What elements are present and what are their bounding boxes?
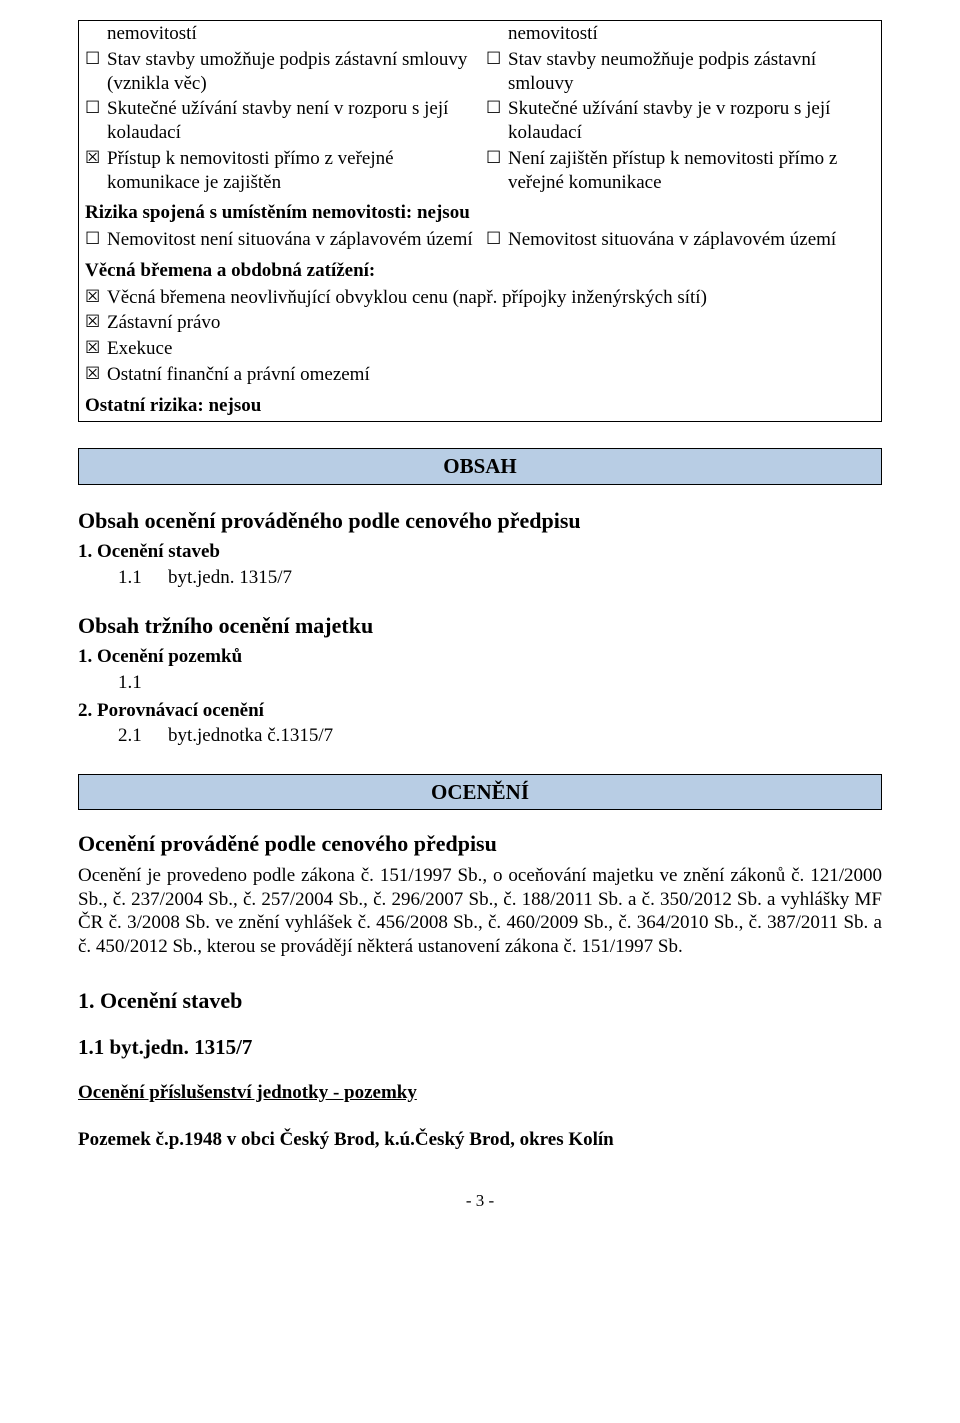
checkbox-empty-icon: ☐: [85, 97, 107, 120]
section-header: Věcná břemena a obdobná zatížení:: [79, 257, 881, 285]
text: Nemovitost není situována v záplavovém ú…: [107, 228, 474, 252]
toc-item-number: 1.1: [118, 566, 168, 590]
toc-item: 1.1byt.jedn. 1315/7: [78, 566, 882, 590]
heading-prislusenstvi: Ocenění příslušenství jednotky - pozemky: [78, 1081, 882, 1105]
text: nemovitostí: [508, 22, 875, 46]
text: nemovitostí: [107, 22, 474, 46]
table-row: ☒Věcná břemena neovlivňující obvyklou ce…: [79, 285, 881, 392]
toc-item-label: byt.jedn. 1315/7: [168, 567, 292, 588]
checkbox-empty-icon: ☐: [486, 228, 508, 251]
text: Skutečné užívání stavby není v rozporu s…: [107, 97, 474, 145]
text: Skutečné užívání stavby je v rozporu s j…: [508, 97, 875, 145]
checkbox-checked-icon: ☒: [85, 286, 107, 309]
toc-subheading: 1. Ocenění staveb: [78, 540, 882, 564]
cell-left: nemovitostí ☐Stav stavby umožňuje podpis…: [79, 21, 480, 199]
toc-subheading: 2. Porovnávací ocenění: [78, 699, 882, 723]
text: Není zajištěn přístup k nemovitosti přím…: [508, 147, 875, 195]
section-header: Rizika spojená s umístěním nemovitosti: …: [79, 199, 881, 227]
checkbox-checked-icon: ☒: [85, 363, 107, 386]
checkbox-empty-icon: ☐: [486, 48, 508, 71]
cell-right: nemovitostí ☐Stav stavby neumožňuje podp…: [480, 21, 881, 199]
checkbox-empty-icon: ☐: [486, 97, 508, 120]
table-row: ☐Nemovitost není situována v záplavovém …: [79, 227, 881, 257]
toc-heading-1: Obsah ocenění prováděného podle cenového…: [78, 507, 882, 535]
text: Nemovitost situována v záplavovém území: [508, 228, 875, 252]
text: Ostatní finanční a právní omezemí: [107, 363, 875, 387]
cell-full: ☒Věcná břemena neovlivňující obvyklou ce…: [79, 285, 881, 392]
checkbox-checked-icon: ☒: [85, 311, 107, 334]
toc-item-number: 2.1: [118, 724, 168, 748]
checkbox-checked-icon: ☒: [85, 147, 107, 170]
heading-staveb: 1. Ocenění staveb: [78, 987, 882, 1015]
page-number: - 3 -: [78, 1190, 882, 1211]
risk-table: nemovitostí ☐Stav stavby umožňuje podpis…: [78, 20, 882, 422]
text: Zástavní právo: [107, 311, 875, 335]
heading-byt: 1.1 byt.jedn. 1315/7: [78, 1034, 882, 1060]
checkbox-empty-icon: ☐: [85, 48, 107, 71]
text: Stav stavby neumožňuje podpis zástavní s…: [508, 48, 875, 96]
text: Přístup k nemovitosti přímo z veřejné ko…: [107, 147, 474, 195]
oceneni-paragraph: Ocenění je provedeno podle zákona č. 151…: [78, 864, 882, 959]
text: Exekuce: [107, 337, 875, 361]
checkbox-checked-icon: ☒: [85, 337, 107, 360]
table-row: nemovitostí ☐Stav stavby umožňuje podpis…: [79, 21, 881, 199]
checkbox-empty-icon: ☐: [85, 228, 107, 251]
toc-item-label: byt.jednotka č.1315/7: [168, 725, 333, 746]
toc-item: 2.1byt.jednotka č.1315/7: [78, 724, 882, 748]
heading-pozemek: Pozemek č.p.1948 v obci Český Brod, k.ú.…: [78, 1128, 882, 1152]
oceneni-title: Ocenění prováděné podle cenového předpis…: [78, 830, 882, 858]
toc-subheading: 1. Ocenění pozemků: [78, 645, 882, 669]
checkbox-empty-icon: ☐: [486, 147, 508, 170]
section-header: Ostatní rizika: nejsou: [79, 392, 881, 422]
toc-item-number: 1.1: [118, 671, 168, 695]
toc-heading-2: Obsah tržního ocenění majetku: [78, 612, 882, 640]
text: Stav stavby umožňuje podpis zástavní sml…: [107, 48, 474, 96]
toc-item: 1.1: [78, 671, 882, 695]
text: Věcná břemena neovlivňující obvyklou cen…: [107, 286, 875, 310]
cell-left: ☐Nemovitost není situována v záplavovém …: [79, 227, 480, 257]
heading-bar-obsah: OBSAH: [78, 448, 882, 484]
cell-right: ☐Nemovitost situována v záplavovém území: [480, 227, 881, 257]
document-page: nemovitostí ☐Stav stavby umožňuje podpis…: [0, 0, 960, 1251]
heading-bar-oceneni: OCENĚNÍ: [78, 774, 882, 810]
